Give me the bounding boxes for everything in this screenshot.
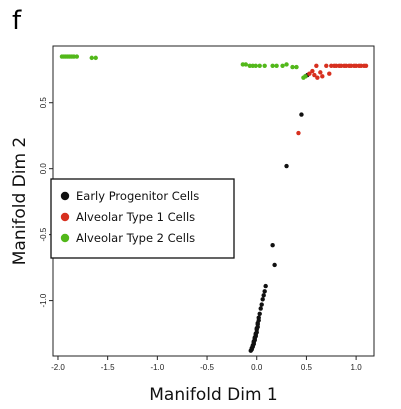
data-point bbox=[262, 63, 267, 68]
x-tick-label: -1.5 bbox=[101, 363, 115, 372]
data-point bbox=[274, 63, 279, 68]
x-tick-label: -2.0 bbox=[51, 363, 65, 372]
y-axis-title: Manifold Dim 2 bbox=[10, 137, 30, 265]
data-point bbox=[320, 74, 325, 79]
x-tick-label: 1.0 bbox=[351, 363, 363, 372]
x-tick-label: 0.0 bbox=[251, 363, 263, 372]
points-layer bbox=[59, 54, 369, 353]
data-point bbox=[284, 62, 289, 67]
legend-marker bbox=[60, 191, 70, 201]
data-point bbox=[270, 63, 275, 68]
data-point bbox=[280, 63, 285, 68]
data-point bbox=[315, 75, 320, 80]
legend-marker bbox=[60, 233, 70, 243]
data-point bbox=[256, 315, 261, 320]
data-point bbox=[257, 311, 262, 316]
data-point bbox=[263, 283, 268, 289]
data-point bbox=[284, 163, 289, 169]
data-point bbox=[259, 302, 264, 307]
data-point bbox=[310, 68, 315, 74]
panel-label: f bbox=[12, 6, 22, 36]
data-point bbox=[74, 54, 80, 59]
y-tick-label: -0.5 bbox=[39, 227, 48, 241]
data-point bbox=[270, 242, 275, 248]
data-point bbox=[261, 293, 266, 298]
data-point bbox=[290, 64, 295, 70]
legend-box bbox=[50, 178, 235, 259]
data-point bbox=[89, 55, 94, 61]
data-point bbox=[294, 64, 299, 70]
y-tick-label: -1.0 bbox=[39, 293, 48, 307]
y-tick-label: 0.5 bbox=[39, 97, 48, 109]
legend-label: Alveolar Type 2 Cells bbox=[76, 231, 195, 245]
legend: Early Progenitor Cells Alveolar Type 1 Ce… bbox=[50, 178, 235, 259]
data-point bbox=[312, 72, 317, 78]
data-point bbox=[314, 63, 319, 68]
data-point bbox=[318, 70, 323, 75]
data-point bbox=[272, 262, 277, 268]
legend-label: Alveolar Type 1 Cells bbox=[76, 210, 195, 224]
data-point bbox=[243, 62, 248, 67]
data-point bbox=[324, 63, 329, 68]
axes-layer: -2.0 -1.5 -1.0 -0.5 0.0 0.5 1.0 -1.0 -0.5 0.0 0.5 M… bbox=[10, 97, 362, 405]
data-point bbox=[303, 74, 308, 79]
data-point bbox=[262, 289, 267, 294]
x-tick-label: 0.5 bbox=[301, 363, 313, 372]
data-point bbox=[299, 112, 304, 117]
x-tick-label: -0.5 bbox=[200, 363, 214, 372]
data-point bbox=[93, 55, 98, 61]
data-point bbox=[260, 297, 265, 302]
legend-marker bbox=[60, 212, 70, 222]
data-point bbox=[258, 306, 263, 311]
data-point bbox=[296, 130, 301, 136]
data-point bbox=[363, 63, 369, 68]
data-point bbox=[257, 63, 262, 68]
data-point bbox=[253, 63, 258, 68]
legend-label: Early Progenitor Cells bbox=[76, 189, 199, 203]
x-axis-title: Manifold Dim 1 bbox=[149, 385, 277, 405]
y-tick-label: 0.0 bbox=[39, 163, 48, 175]
x-tick-label: -1.0 bbox=[150, 363, 164, 372]
data-point bbox=[307, 71, 312, 76]
data-point bbox=[327, 71, 332, 76]
